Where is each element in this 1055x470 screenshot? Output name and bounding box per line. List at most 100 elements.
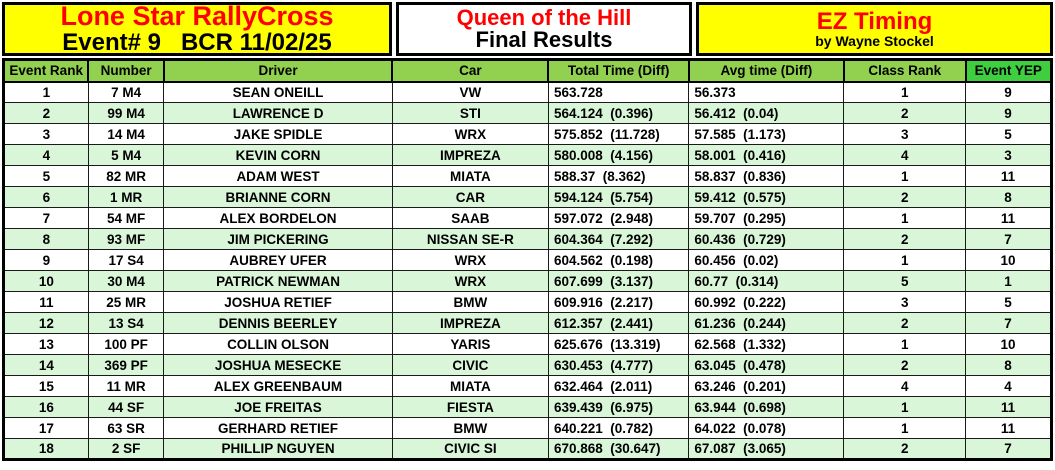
cell-event-yep: 8 — [965, 354, 1052, 376]
results-sheet: Lone Star RallyCross Event# 9 BCR 11/02/… — [2, 2, 1053, 461]
cell-class-rank: 1 — [843, 207, 967, 229]
cell-total-time: 564.124 (0.396) — [547, 102, 690, 124]
cell-driver: DENNIS BEERLEY — [163, 312, 393, 334]
cell-class-rank: 1 — [843, 396, 967, 418]
cell-class-rank: 2 — [843, 102, 967, 124]
cell-car: BMW — [391, 291, 549, 313]
cell-avg-time: 59.412 (0.575) — [688, 186, 845, 208]
cell-avg-time: 57.585 (1.173) — [688, 123, 845, 145]
cell-avg-time: 61.236 (0.244) — [688, 312, 845, 334]
cell-car: MIATA — [391, 375, 549, 397]
cell-number: 369 PF — [87, 354, 165, 376]
column-header-event-yep: Event YEP — [964, 58, 1053, 83]
table-row: 7 54 MF ALEX BORDELON SAAB 597.072 (2.948) 59… — [3, 207, 1052, 229]
cell-driver: PATRICK NEWMAN — [163, 270, 393, 292]
cell-event-rank: 2 — [3, 102, 89, 124]
table-row: 17 63 SR GERHARD RETIEF BMW 640.221 (0.782) 6… — [3, 417, 1052, 439]
table-row: 13 100 PF COLLIN OLSON YARIS 625.676 (13.319… — [3, 333, 1052, 355]
cell-driver: ALEX GREENBAUM — [163, 375, 393, 397]
cell-car: WRX — [391, 249, 549, 271]
cell-number: 63 SR — [87, 417, 165, 439]
cell-avg-time: 60.456 (0.02) — [688, 249, 845, 271]
cell-car: WRX — [391, 123, 549, 145]
cell-avg-time: 63.246 (0.201) — [688, 375, 845, 397]
cell-class-rank: 2 — [843, 354, 967, 376]
results-type: Final Results — [475, 27, 613, 52]
cell-event-yep: 11 — [965, 207, 1052, 229]
cell-number: 25 MR — [87, 291, 165, 313]
cell-car: CIVIC — [391, 354, 549, 376]
cell-event-rank: 8 — [3, 228, 89, 250]
cell-class-rank: 3 — [843, 291, 967, 313]
cell-avg-time: 56.412 (0.04) — [688, 102, 845, 124]
cell-event-rank: 9 — [3, 249, 89, 271]
cell-class-rank: 3 — [843, 123, 967, 145]
cell-driver: ALEX BORDELON — [163, 207, 393, 229]
cell-event-yep: 5 — [965, 291, 1052, 313]
cell-avg-time: 62.568 (1.332) — [688, 333, 845, 355]
cell-class-rank: 1 — [843, 333, 967, 355]
cell-event-rank: 10 — [3, 270, 89, 292]
cell-number: 11 MR — [87, 375, 165, 397]
cell-event-rank: 1 — [3, 81, 89, 103]
cell-driver: JIM PICKERING — [163, 228, 393, 250]
cell-class-rank: 2 — [843, 438, 967, 460]
table-row: 12 13 S4 DENNIS BEERLEY IMPREZA 612.357 (2.4… — [3, 312, 1052, 334]
results-table: Event Rank Number Driver Car Total Time (Dif… — [2, 58, 1053, 461]
table-row: 3 14 M4 JAKE SPIDLE WRX 575.852 (11.728) 57.5… — [3, 123, 1052, 145]
cell-driver: AUBREY UFER — [163, 249, 393, 271]
cell-avg-time: 56.373 — [688, 81, 845, 103]
cell-number: 54 MF — [87, 207, 165, 229]
banner-club: Lone Star RallyCross Event# 9 BCR 11/02/… — [2, 2, 392, 56]
column-header-driver: Driver — [162, 58, 394, 83]
cell-class-rank: 2 — [843, 312, 967, 334]
cell-event-rank: 12 — [3, 312, 89, 334]
cell-number: 99 M4 — [87, 102, 165, 124]
cell-car: MIATA — [391, 165, 549, 187]
cell-driver: JAKE SPIDLE — [163, 123, 393, 145]
cell-total-time: 639.439 (6.975) — [547, 396, 690, 418]
cell-class-rank: 4 — [843, 375, 967, 397]
cell-number: 13 S4 — [87, 312, 165, 334]
cell-number: 17 S4 — [87, 249, 165, 271]
cell-total-time: 632.464 (2.011) — [547, 375, 690, 397]
cell-driver: JOSHUA MESECKE — [163, 354, 393, 376]
cell-event-yep: 9 — [965, 102, 1052, 124]
cell-event-yep: 3 — [965, 144, 1052, 166]
table-row: 11 25 MR JOSHUA RETIEF BMW 609.916 (2.217) 60… — [3, 291, 1052, 313]
banner-event: Queen of the Hill Final Results — [396, 2, 692, 56]
cell-avg-time: 67.087 (3.065) — [688, 438, 845, 460]
cell-number: 30 M4 — [87, 270, 165, 292]
results-table-header: Event Rank Number Driver Car Total Time (Dif… — [2, 58, 1053, 83]
table-row: 18 2 SF PHILLIP NGUYEN CIVIC SI 670.868 (30.… — [3, 438, 1052, 460]
cell-event-rank: 15 — [3, 375, 89, 397]
cell-event-rank: 5 — [3, 165, 89, 187]
cell-number: 93 MF — [87, 228, 165, 250]
cell-total-time: 575.852 (11.728) — [547, 123, 690, 145]
cell-total-time: 563.728 — [547, 81, 690, 103]
cell-car: IMPREZA — [391, 312, 549, 334]
table-row: 5 82 MR ADAM WEST MIATA 588.37 (8.362) 58.837… — [3, 165, 1052, 187]
cell-total-time: 609.916 (2.217) — [547, 291, 690, 313]
table-row: 16 44 SF JOE FREITAS FIESTA 639.439 (6.975) 6… — [3, 396, 1052, 418]
cell-car: VW — [391, 81, 549, 103]
cell-car: CAR — [391, 186, 549, 208]
column-header-class-rank: Class Rank — [842, 58, 967, 83]
cell-event-rank: 18 — [3, 438, 89, 460]
cell-class-rank: 5 — [843, 270, 967, 292]
cell-event-yep: 1 — [965, 270, 1052, 292]
cell-number: 1 MR — [87, 186, 165, 208]
cell-total-time: 640.221 (0.782) — [547, 417, 690, 439]
banner-timing: EZ Timing by Wayne Stockel — [696, 2, 1053, 56]
cell-number: 7 M4 — [87, 81, 165, 103]
cell-driver: JOE FREITAS — [163, 396, 393, 418]
cell-car: IMPREZA — [391, 144, 549, 166]
cell-event-yep: 11 — [965, 165, 1052, 187]
cell-avg-time: 63.045 (0.478) — [688, 354, 845, 376]
table-row: 14 369 PF JOSHUA MESECKE CIVIC 630.453 (4.77… — [3, 354, 1052, 376]
cell-event-yep: 7 — [965, 312, 1052, 334]
cell-driver: ADAM WEST — [163, 165, 393, 187]
